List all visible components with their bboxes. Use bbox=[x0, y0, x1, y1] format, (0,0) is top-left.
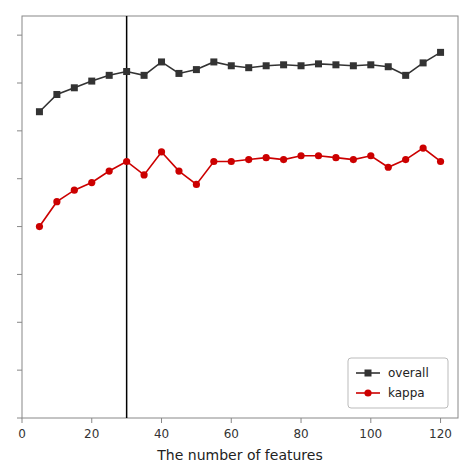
data-point bbox=[367, 61, 374, 68]
x-tick-label: 120 bbox=[429, 427, 452, 441]
data-point bbox=[193, 181, 200, 188]
data-point bbox=[228, 158, 235, 165]
data-point bbox=[402, 72, 409, 79]
y-tick bbox=[17, 274, 22, 275]
data-point bbox=[420, 144, 427, 151]
data-point bbox=[106, 72, 113, 79]
data-point bbox=[175, 70, 182, 77]
y-tick bbox=[17, 178, 22, 179]
data-point bbox=[71, 187, 78, 194]
data-point bbox=[175, 167, 182, 174]
y-tick bbox=[17, 83, 22, 84]
x-tick bbox=[22, 418, 23, 423]
data-point bbox=[245, 156, 252, 163]
data-point bbox=[210, 158, 217, 165]
legend-box bbox=[348, 358, 448, 408]
data-point bbox=[123, 158, 130, 165]
x-tick bbox=[91, 418, 92, 423]
legend: overall kappa bbox=[348, 358, 448, 408]
data-point bbox=[245, 64, 252, 71]
data-point bbox=[158, 58, 165, 65]
x-tick bbox=[440, 418, 441, 423]
data-point bbox=[280, 61, 287, 68]
data-point bbox=[437, 158, 444, 165]
data-point bbox=[36, 223, 43, 230]
y-tick bbox=[17, 226, 22, 227]
x-axis-label: The number of features bbox=[156, 447, 322, 463]
data-point bbox=[297, 152, 304, 159]
data-point bbox=[158, 148, 165, 155]
data-point bbox=[228, 62, 235, 69]
data-point bbox=[88, 179, 95, 186]
data-point bbox=[123, 68, 130, 75]
x-tick bbox=[231, 418, 232, 423]
data-point bbox=[263, 154, 270, 161]
x-tick-label: 60 bbox=[224, 427, 239, 441]
y-tick bbox=[17, 370, 22, 371]
data-point bbox=[298, 62, 305, 69]
y-tick bbox=[17, 418, 22, 419]
x-tick-label: 80 bbox=[293, 427, 308, 441]
x-tick-label: 20 bbox=[84, 427, 99, 441]
data-point bbox=[263, 62, 270, 69]
data-point bbox=[315, 60, 322, 67]
chart: 0 20 40 60 80 100 120 The number of features ove… bbox=[0, 0, 474, 474]
data-point bbox=[385, 164, 392, 171]
data-point bbox=[71, 84, 78, 91]
x-tick-label: 100 bbox=[359, 427, 382, 441]
x-tick-label: 40 bbox=[154, 427, 169, 441]
data-point bbox=[193, 66, 200, 73]
legend-label: overall bbox=[388, 366, 429, 380]
data-point bbox=[53, 91, 60, 98]
data-point bbox=[280, 156, 287, 163]
data-point bbox=[88, 78, 95, 85]
data-point bbox=[36, 108, 43, 115]
legend-marker bbox=[364, 389, 371, 396]
data-point bbox=[315, 152, 322, 159]
y-tick bbox=[17, 322, 22, 323]
data-point bbox=[437, 49, 444, 56]
data-point bbox=[141, 72, 148, 79]
data-point bbox=[332, 154, 339, 161]
x-tick bbox=[301, 418, 302, 423]
x-tick-label: 0 bbox=[18, 427, 26, 441]
data-point bbox=[210, 58, 217, 65]
data-point bbox=[350, 156, 357, 163]
x-tick bbox=[161, 418, 162, 423]
data-point bbox=[53, 198, 60, 205]
vertical-line bbox=[126, 16, 128, 418]
series-line bbox=[39, 148, 440, 226]
legend-label: kappa bbox=[388, 386, 425, 400]
data-point bbox=[385, 63, 392, 70]
data-point bbox=[350, 62, 357, 69]
y-tick bbox=[17, 35, 22, 36]
series-line bbox=[39, 52, 440, 111]
data-point bbox=[106, 167, 113, 174]
y-tick bbox=[17, 130, 22, 131]
x-tick bbox=[370, 418, 371, 423]
plot-frame bbox=[22, 16, 458, 418]
data-point bbox=[402, 156, 409, 163]
data-point bbox=[332, 61, 339, 68]
data-point bbox=[367, 152, 374, 159]
data-point bbox=[140, 171, 147, 178]
legend-marker bbox=[365, 370, 372, 377]
data-point bbox=[420, 59, 427, 66]
